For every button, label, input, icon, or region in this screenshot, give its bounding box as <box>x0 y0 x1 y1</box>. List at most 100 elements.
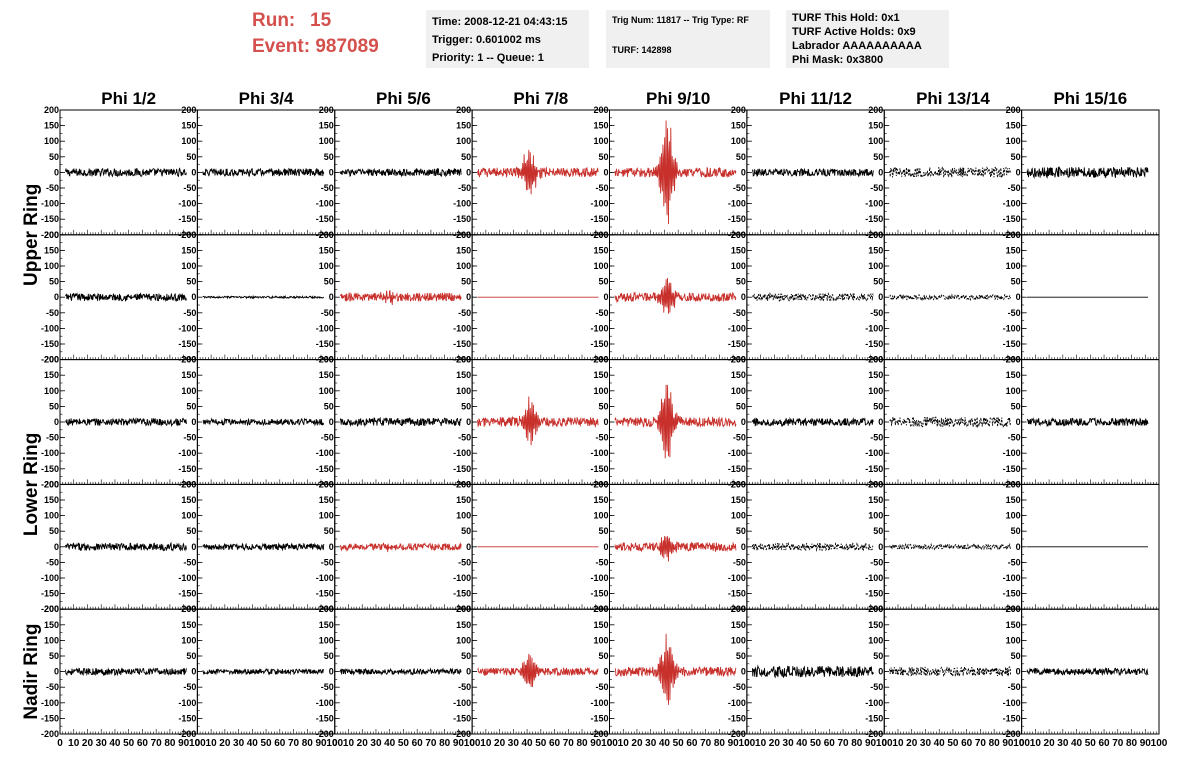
waveform-trace <box>339 416 462 428</box>
turf-hold-text: TURF This Hold: 0x1 <box>792 12 900 24</box>
column-header: Phi 11/12 <box>779 89 852 108</box>
y-tick-label: -50 <box>595 682 608 692</box>
y-tick-label: -200 <box>590 729 608 739</box>
y-tick-label: -50 <box>1008 308 1021 318</box>
y-tick-label: -200 <box>41 230 59 240</box>
waveform-trace <box>751 416 874 428</box>
y-tick-label: -50 <box>321 308 334 318</box>
y-tick-label: 200 <box>181 604 196 614</box>
y-tick-label: -200 <box>453 729 471 739</box>
y-tick-label: 50 <box>873 277 883 287</box>
y-tick-label: 50 <box>736 401 746 411</box>
y-tick-label: -100 <box>1003 448 1021 458</box>
y-tick-label: -50 <box>183 433 196 443</box>
y-tick-label: 150 <box>319 495 334 505</box>
y-tick-label: 0 <box>741 167 746 177</box>
y-tick-label: -50 <box>46 183 59 193</box>
y-tick-label: 0 <box>1016 292 1021 302</box>
y-tick-label: -100 <box>1003 199 1021 209</box>
y-tick-label: -100 <box>590 199 608 209</box>
x-tick-label: 100 <box>464 738 481 749</box>
y-tick-label: 0 <box>191 542 196 552</box>
y-tick-label: -100 <box>453 448 471 458</box>
y-tick-label: 50 <box>186 152 196 162</box>
waveform-trace <box>65 667 187 677</box>
y-tick-label: -50 <box>870 557 883 567</box>
y-tick-label: 150 <box>593 495 608 505</box>
x-tick-label: 100 <box>601 738 618 749</box>
run-event-box: Run: 15 Event: 987089 <box>252 8 412 62</box>
y-tick-label: 100 <box>181 261 196 271</box>
y-tick-label: 0 <box>603 667 608 677</box>
waveform-trace <box>339 290 462 305</box>
y-tick-label: -100 <box>590 448 608 458</box>
y-tick-label: 100 <box>456 261 471 271</box>
y-tick-label: -100 <box>1003 698 1021 708</box>
y-tick-label: 200 <box>731 355 746 365</box>
y-tick-label: 0 <box>466 417 471 427</box>
y-tick-label: 100 <box>1006 511 1021 521</box>
x-tick-label: 30 <box>96 738 108 749</box>
waveform-trace <box>65 167 187 178</box>
y-tick-label: 50 <box>873 526 883 536</box>
y-tick-label: 0 <box>1016 417 1021 427</box>
y-tick-label: 150 <box>456 620 471 630</box>
y-tick-label: 200 <box>593 479 608 489</box>
y-tick-label: -150 <box>590 713 608 723</box>
waveform-trace <box>614 535 737 562</box>
y-tick-label: 200 <box>593 355 608 365</box>
x-tick-label: 50 <box>1085 738 1097 749</box>
column-header: Phi 7/8 <box>513 89 568 108</box>
waveform-trace <box>752 291 874 303</box>
y-tick-label: 50 <box>324 651 334 661</box>
x-tick-label: 60 <box>274 738 286 749</box>
y-tick-label: 100 <box>1006 635 1021 645</box>
y-tick-label: -100 <box>41 698 59 708</box>
y-tick-label: 50 <box>324 401 334 411</box>
y-tick-label: 200 <box>1006 604 1021 614</box>
y-tick-label: 200 <box>181 105 196 115</box>
x-tick-label: 10 <box>755 738 767 749</box>
ring-label: Upper Ring <box>21 184 42 286</box>
y-tick-label: 100 <box>181 511 196 521</box>
x-tick-label: 10 <box>892 738 904 749</box>
y-tick-label: 100 <box>593 261 608 271</box>
y-tick-label: -150 <box>728 589 746 599</box>
y-tick-label: -100 <box>453 199 471 209</box>
y-tick-label: -50 <box>183 308 196 318</box>
x-tick-label: 30 <box>233 738 245 749</box>
y-tick-label: 0 <box>54 292 59 302</box>
y-tick-label: -150 <box>178 589 196 599</box>
y-tick-label: -100 <box>865 323 883 333</box>
y-tick-label: -100 <box>1003 573 1021 583</box>
y-tick-label: 0 <box>878 542 883 552</box>
y-tick-label: -150 <box>728 214 746 224</box>
waveform-trace <box>614 384 737 459</box>
y-tick-label: 150 <box>593 245 608 255</box>
labrador-text: Labrador AAAAAAAAAA <box>792 40 922 52</box>
y-tick-label: -100 <box>590 698 608 708</box>
y-tick-label: -100 <box>728 199 746 209</box>
y-tick-label: -100 <box>865 199 883 209</box>
y-tick-label: -150 <box>316 339 334 349</box>
y-tick-label: 50 <box>873 401 883 411</box>
x-tick-label: 50 <box>123 738 135 749</box>
y-tick-label: 150 <box>44 370 59 380</box>
y-tick-label: -150 <box>453 339 471 349</box>
y-tick-label: 50 <box>1011 152 1021 162</box>
y-tick-label: 150 <box>456 370 471 380</box>
y-tick-label: 200 <box>731 105 746 115</box>
y-tick-label: -100 <box>316 698 334 708</box>
y-tick-label: -50 <box>321 557 334 567</box>
y-tick-label: 200 <box>456 355 471 365</box>
y-tick-label: -50 <box>183 183 196 193</box>
y-tick-label: -150 <box>1003 713 1021 723</box>
y-tick-label: -50 <box>1008 433 1021 443</box>
waveform-trace <box>339 667 462 676</box>
y-tick-label: 100 <box>1006 136 1021 146</box>
x-tick-label: 10 <box>206 738 218 749</box>
y-tick-label: 200 <box>456 479 471 489</box>
